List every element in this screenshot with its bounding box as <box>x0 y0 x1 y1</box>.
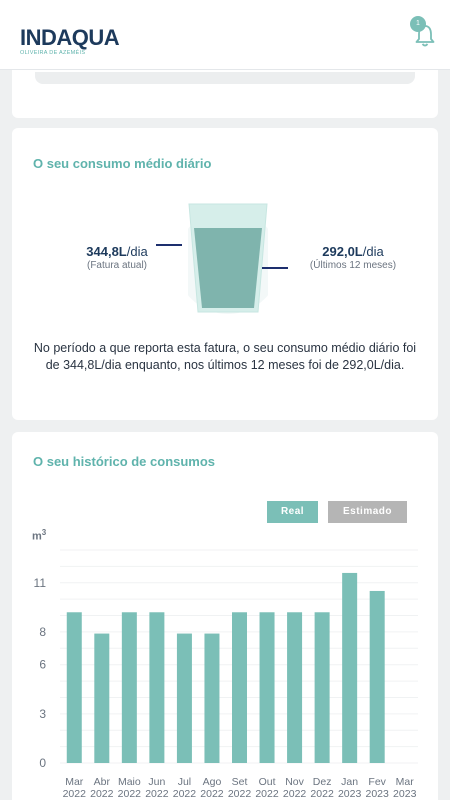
x-tick-label: 2022 <box>200 788 224 800</box>
bar <box>342 572 358 763</box>
average-consumption-value: 292,0L <box>322 244 363 259</box>
current-level-marker <box>156 244 182 246</box>
x-tick-label: Maio <box>118 776 141 788</box>
bar <box>259 612 275 763</box>
bar <box>287 612 303 763</box>
x-tick-label: Ago <box>203 776 222 788</box>
daily-consumption-summary: No período a que reporta esta fatura, o … <box>33 341 417 372</box>
daily-consumption-title: O seu consumo médio diário <box>33 156 212 171</box>
bar <box>94 633 110 763</box>
x-tick-label: Jul <box>178 776 191 788</box>
y-axis-unit: m3 <box>32 528 47 543</box>
x-tick-label: Nov <box>285 776 304 788</box>
x-tick-label: Dez <box>313 776 332 788</box>
history-title: O seu histórico de consumos <box>33 454 216 469</box>
x-tick-label: 2022 <box>255 788 279 800</box>
x-tick-label: Abr <box>94 776 111 788</box>
x-tick-label: 2022 <box>173 788 197 800</box>
consumption-history-card: O seu histórico de consumos Real Estimad… <box>12 432 438 800</box>
legend-estimated[interactable]: Estimado <box>328 501 407 523</box>
x-tick-label: 2022 <box>145 788 169 800</box>
bar <box>149 612 165 763</box>
y-tick-label: 8 <box>39 625 46 639</box>
current-consumption-unit: /dia <box>126 244 148 259</box>
x-tick-label: 2022 <box>118 788 142 800</box>
y-tick-label: 6 <box>39 658 46 672</box>
brand-subtitle: OLIVEIRA DE AZEMÉIS <box>20 50 86 56</box>
x-tick-label: Mar <box>396 776 415 788</box>
previous-card <box>12 70 438 118</box>
consumption-bar-chart: 036811Mar2022Abr2022Maio2022Jun2022Jul20… <box>34 549 418 800</box>
x-tick-label: 2022 <box>90 788 114 800</box>
x-tick-label: Mar <box>65 776 84 788</box>
current-consumption: 344,8L/dia (Fatura atual) <box>56 244 178 271</box>
x-tick-label: 2023 <box>393 788 417 800</box>
bar <box>314 612 330 763</box>
average-consumption: 292,0L/dia (Últimos 12 meses) <box>302 244 404 271</box>
bar <box>121 612 137 763</box>
x-tick-label: 2022 <box>283 788 307 800</box>
previous-card-footer <box>35 72 415 84</box>
bar <box>369 590 385 763</box>
brand-name: INDAQUA <box>20 25 120 50</box>
bar <box>204 633 220 763</box>
daily-consumption-card: O seu consumo médio diário 344,8L/dia (F… <box>12 128 438 420</box>
average-level-marker <box>262 267 288 269</box>
y-tick-label: 3 <box>39 707 46 721</box>
current-consumption-caption: (Fatura atual) <box>86 260 148 271</box>
x-tick-label: Jun <box>148 776 165 788</box>
current-consumption-value: 344,8L <box>86 244 127 259</box>
x-tick-label: 2022 <box>63 788 87 800</box>
x-tick-label: 2022 <box>310 788 334 800</box>
x-tick-label: Jan <box>341 776 358 788</box>
bar <box>66 612 82 763</box>
notification-badge: 1 <box>410 16 426 32</box>
y-tick-label: 0 <box>39 756 46 770</box>
legend-real[interactable]: Real <box>267 501 318 523</box>
y-tick-label: 11 <box>34 576 47 590</box>
x-tick-label: Set <box>232 776 248 788</box>
x-tick-label: Fev <box>368 776 386 788</box>
x-tick-label: Out <box>259 776 276 788</box>
x-tick-label: 2023 <box>338 788 362 800</box>
x-tick-label: 2022 <box>228 788 252 800</box>
bar <box>232 612 247 763</box>
average-consumption-caption: (Últimos 12 meses) <box>309 260 397 271</box>
brand-logo[interactable]: INDAQUA OLIVEIRA DE AZEMÉIS <box>20 25 120 57</box>
average-consumption-unit: /dia <box>362 244 384 259</box>
app-header: INDAQUA OLIVEIRA DE AZEMÉIS 1 <box>0 0 450 70</box>
bar <box>176 633 192 763</box>
water-glass-icon <box>188 203 268 314</box>
x-tick-label: 2023 <box>366 788 390 800</box>
